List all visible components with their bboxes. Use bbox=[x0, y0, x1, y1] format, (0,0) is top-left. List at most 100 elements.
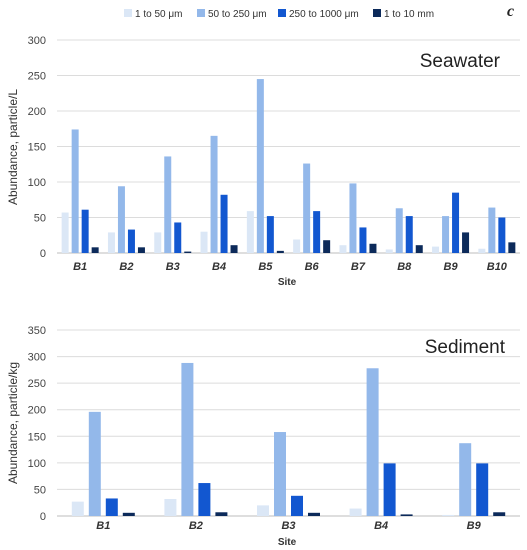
bar bbox=[405, 216, 413, 253]
bar bbox=[432, 246, 440, 253]
bar bbox=[71, 129, 79, 253]
bar bbox=[274, 432, 286, 516]
bar bbox=[442, 514, 455, 516]
bar bbox=[452, 192, 460, 253]
panel-label: c bbox=[507, 3, 514, 20]
bar bbox=[257, 505, 269, 516]
bar bbox=[291, 495, 303, 516]
x-tick-label: B8 bbox=[397, 261, 412, 273]
chart-title: Sediment bbox=[425, 337, 506, 358]
x-tick-label: B1 bbox=[96, 520, 110, 532]
bar bbox=[383, 463, 396, 516]
bar bbox=[323, 240, 331, 253]
bar bbox=[107, 232, 115, 253]
x-tick-label: B1 bbox=[73, 261, 87, 273]
bar bbox=[508, 242, 516, 253]
bar bbox=[200, 231, 208, 253]
bar bbox=[181, 362, 194, 516]
y-tick-label: 150 bbox=[28, 431, 46, 443]
bar bbox=[122, 512, 135, 516]
x-tick-label: B10 bbox=[487, 261, 508, 273]
bar bbox=[266, 216, 274, 253]
x-tick-label: B6 bbox=[305, 261, 320, 273]
bar bbox=[415, 245, 423, 253]
bar bbox=[61, 212, 69, 253]
bar bbox=[276, 250, 284, 253]
y-tick-label: 200 bbox=[28, 405, 46, 417]
y-tick-label: 350 bbox=[28, 325, 46, 337]
chart-title: Seawater bbox=[420, 51, 501, 72]
bar bbox=[246, 211, 254, 253]
seawater-chart: Seawater Abundance, particle/L Site 0 50 1… bbox=[6, 35, 520, 288]
x-tick-label: B4 bbox=[374, 520, 388, 532]
x-tick-label: B9 bbox=[444, 261, 459, 273]
legend-swatch bbox=[278, 9, 286, 17]
y-tick-label: 50 bbox=[34, 213, 46, 225]
y-tick-label: 100 bbox=[28, 458, 46, 470]
bar bbox=[105, 498, 118, 516]
bar bbox=[91, 247, 99, 253]
bar bbox=[462, 232, 470, 253]
bar bbox=[164, 156, 172, 253]
x-tick-label: B2 bbox=[189, 520, 203, 532]
bar bbox=[442, 216, 450, 253]
bar bbox=[174, 222, 182, 253]
legend-label: 1 to 10 mm bbox=[384, 9, 434, 20]
bar bbox=[184, 251, 192, 253]
bar bbox=[459, 443, 472, 516]
legend-swatch bbox=[197, 9, 205, 17]
bar bbox=[88, 411, 101, 516]
bar bbox=[81, 209, 89, 253]
bar bbox=[71, 501, 84, 516]
bar bbox=[366, 368, 379, 516]
bar bbox=[395, 208, 403, 253]
bar bbox=[293, 239, 301, 253]
bar bbox=[478, 248, 486, 253]
bar bbox=[308, 512, 320, 516]
bar bbox=[303, 163, 311, 253]
x-tick-label: B5 bbox=[258, 261, 273, 273]
bar bbox=[385, 249, 393, 253]
y-tick-label: 50 bbox=[34, 484, 46, 496]
bar bbox=[210, 135, 218, 253]
legend: 1 to 50 μm 50 to 250 μm 250 to 1000 μm 1 to… bbox=[124, 9, 434, 20]
x-axis-label: Site bbox=[278, 277, 297, 288]
bar bbox=[359, 227, 367, 253]
x-tick-label: B4 bbox=[212, 261, 226, 273]
y-tick-label: 250 bbox=[28, 378, 46, 390]
bar bbox=[127, 229, 135, 253]
bar bbox=[215, 512, 228, 516]
bar bbox=[164, 498, 177, 516]
bar bbox=[154, 232, 162, 253]
y-tick-label: 0 bbox=[40, 248, 46, 260]
bar bbox=[117, 186, 125, 253]
bar bbox=[349, 508, 362, 516]
legend-label: 50 to 250 μm bbox=[208, 9, 267, 20]
x-tick-label: B2 bbox=[119, 261, 133, 273]
y-tick-label: 150 bbox=[28, 142, 46, 154]
bar bbox=[137, 247, 145, 253]
y-tick-label: 300 bbox=[28, 352, 46, 364]
legend-label: 250 to 1000 μm bbox=[289, 9, 359, 20]
y-axis-label: Abundance, particle/kg bbox=[6, 362, 20, 484]
bar bbox=[198, 483, 211, 516]
y-tick-label: 0 bbox=[40, 511, 46, 523]
bar bbox=[313, 211, 321, 253]
bar bbox=[488, 207, 496, 253]
bar bbox=[493, 512, 506, 516]
legend-swatch bbox=[124, 9, 132, 17]
y-tick-label: 300 bbox=[28, 35, 46, 47]
y-tick-label: 200 bbox=[28, 106, 46, 118]
bar bbox=[339, 245, 347, 253]
bar bbox=[220, 194, 228, 253]
x-tick-label: B3 bbox=[281, 520, 295, 532]
bar bbox=[498, 217, 506, 253]
bar bbox=[349, 183, 357, 253]
legend-label: 1 to 50 μm bbox=[135, 9, 182, 20]
x-axis-label: Site bbox=[278, 537, 297, 548]
bar bbox=[256, 79, 264, 253]
x-tick-label: B7 bbox=[351, 261, 366, 273]
bar bbox=[369, 243, 377, 253]
sediment-chart: Sediment Abundance, particle/kg Site 0 50… bbox=[6, 325, 520, 548]
